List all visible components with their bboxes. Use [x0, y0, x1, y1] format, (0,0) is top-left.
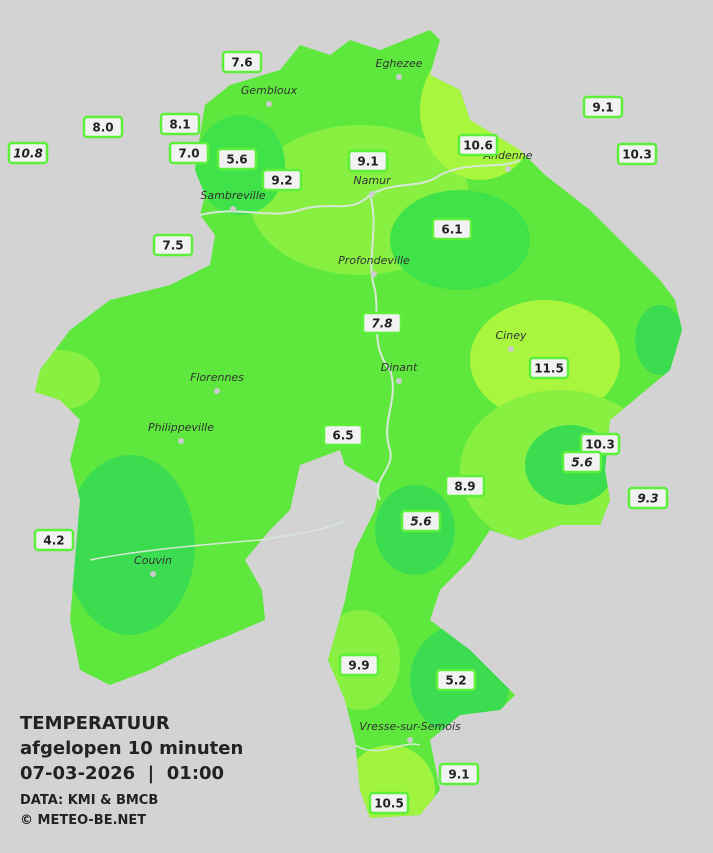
station-box — [152, 233, 194, 257]
station-box — [347, 149, 389, 173]
station-value: 7.0 — [178, 147, 199, 161]
station-value: 5.2 — [445, 674, 466, 688]
station-value: 7.8 — [371, 317, 392, 331]
city-dot — [369, 191, 375, 197]
station-box — [338, 653, 380, 677]
cities: EghezeeGemblouxAndenneNamurSambrevillePr… — [134, 57, 533, 743]
city-dot — [266, 101, 272, 107]
station-value: 9.2 — [271, 174, 292, 188]
station-value: 7.5 — [162, 239, 183, 253]
station-value: 5.6 — [410, 515, 431, 529]
river — [369, 194, 394, 501]
city-label: Ciney — [496, 329, 527, 342]
city-dot — [214, 388, 220, 394]
station-box — [561, 450, 603, 474]
city-label: Profondeville — [338, 254, 410, 267]
city-label: Couvin — [134, 554, 172, 567]
station-box — [438, 762, 480, 786]
stations: 7.6 8.0 8.1 10.8 7.0 5.6 9.2 9.1 10.6 9.1 10.3 7.5 6… — [7, 50, 669, 815]
station-box — [261, 168, 303, 192]
station-value: 9.3 — [637, 492, 658, 506]
station-box — [7, 141, 49, 165]
station-box — [361, 311, 403, 335]
city-dot — [230, 206, 236, 212]
station-value: 8.0 — [92, 121, 113, 135]
station-value: 6.5 — [332, 429, 353, 443]
station-box — [457, 133, 499, 157]
city-dot — [396, 74, 402, 80]
city-dot — [178, 438, 184, 444]
station-box — [435, 668, 477, 692]
source: DATA: KMI & BMCB — [20, 793, 158, 808]
station-box — [33, 528, 75, 552]
credit: © METEO-BE.NET — [20, 813, 146, 828]
city-label: Dinant — [381, 361, 418, 374]
station-value: 10.8 — [13, 147, 43, 161]
river — [89, 519, 346, 561]
station-box — [444, 474, 486, 498]
station-value: 9.1 — [592, 101, 613, 115]
city-dot — [508, 346, 514, 352]
river — [354, 743, 421, 752]
city-label: Gembloux — [241, 84, 298, 97]
city-dot — [371, 271, 377, 277]
station-value: 5.6 — [571, 456, 592, 470]
city-label: Philippeville — [148, 421, 214, 434]
station-box — [368, 791, 410, 815]
station-box — [431, 217, 473, 241]
station-box — [168, 141, 210, 165]
city-label: Namur — [353, 174, 392, 187]
station-value: 6.1 — [441, 223, 462, 237]
station-value: 8.1 — [169, 118, 190, 132]
station-box — [322, 423, 364, 447]
station-value: 8.9 — [454, 480, 475, 494]
city-label: Sambreville — [200, 189, 265, 202]
station-value: 7.6 — [231, 56, 252, 70]
station-box — [400, 509, 442, 533]
city-label: Eghezee — [376, 57, 423, 70]
station-value: 10.3 — [585, 438, 615, 452]
station-value: 11.5 — [534, 362, 564, 376]
datetime: 07-03-2026 | 01:00 — [20, 763, 224, 784]
station-box — [627, 486, 669, 510]
station-box — [528, 356, 570, 380]
city-dot — [396, 378, 402, 384]
subtitle: afgelopen 10 minuten — [20, 738, 243, 759]
city-dot — [150, 571, 156, 577]
station-box — [159, 112, 201, 136]
station-value: 4.2 — [43, 534, 64, 548]
city-dot — [407, 737, 413, 743]
station-value: 9.9 — [348, 659, 369, 673]
title: TEMPERATUUR — [20, 713, 170, 734]
station-box — [221, 50, 263, 74]
city-label: Florennes — [190, 371, 244, 384]
station-value: 10.6 — [463, 139, 493, 153]
station-value: 9.1 — [357, 155, 378, 169]
station-value: 9.1 — [448, 768, 469, 782]
city-label: Vresse-sur-Semois — [359, 720, 461, 733]
city-dot — [505, 166, 511, 172]
station-value: 5.6 — [226, 153, 247, 167]
station-box — [82, 115, 124, 139]
station-box — [616, 142, 658, 166]
station-box — [582, 95, 624, 119]
station-value: 10.5 — [374, 797, 404, 811]
station-box — [216, 147, 258, 171]
station-value: 10.3 — [622, 148, 652, 162]
